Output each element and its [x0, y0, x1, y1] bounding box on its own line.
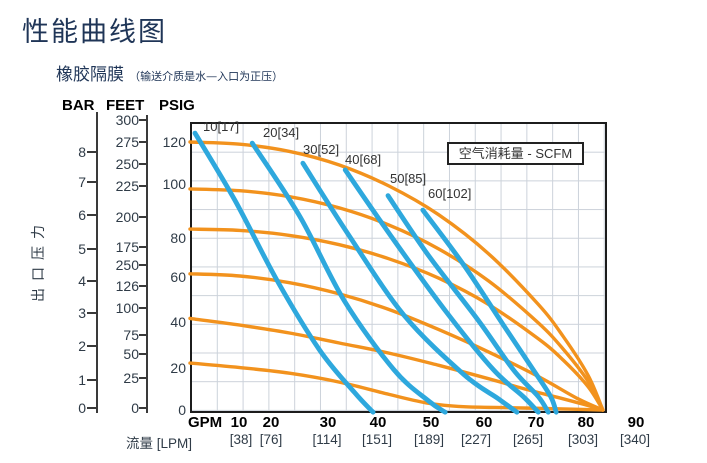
bar-tick-label-3: 3 — [78, 305, 86, 321]
bar-tick-mark — [87, 214, 96, 216]
gpm-tick-label-30: 30 — [319, 414, 337, 431]
y-unit-header-psig: PSIG — [159, 97, 195, 114]
gpm-tick-label-50: 50 — [422, 414, 440, 431]
feet-tick-mark — [139, 285, 147, 287]
curve-label-3052: 30[52] — [303, 142, 340, 157]
feet-tick-mark — [139, 141, 147, 143]
psig-tick-label-100: 100 — [162, 176, 186, 192]
subtitle-main: 橡胶隔膜 — [56, 65, 124, 85]
legend-label: 空气消耗量 - SCFM — [458, 146, 573, 161]
feet-tick-mark — [139, 246, 147, 248]
page-title: 性能曲线图 — [22, 17, 167, 48]
feet-tick-mark — [139, 307, 147, 309]
curve-label-2034: 20[34] — [263, 125, 300, 140]
feet-tick-label-175: 175 — [115, 239, 139, 255]
lpm-tick-label-38: [38] — [229, 432, 253, 447]
gpm-tick-label-80: 80 — [577, 414, 595, 431]
bar-tick-mark — [87, 280, 96, 282]
psig-tick-label-80: 80 — [170, 230, 186, 246]
x-axis-unit-lpm: 流量 [LPM] — [126, 436, 193, 451]
bar-tick-label-8: 8 — [78, 144, 86, 160]
bar-tick-label-2: 2 — [78, 338, 86, 354]
feet-tick-label-250: 250 — [115, 257, 139, 273]
bar-tick-mark — [87, 181, 96, 183]
bar-tick-label-6: 6 — [78, 207, 86, 223]
feet-tick-mark — [139, 353, 147, 355]
feet-tick-mark — [139, 119, 147, 121]
y-unit-header-bar: BAR — [62, 97, 95, 114]
curve-label-60102: 60[102] — [428, 186, 472, 201]
bar-tick-label-5: 5 — [78, 241, 86, 257]
gpm-tick-label-70: 70 — [527, 414, 545, 431]
feet-tick-mark — [139, 185, 147, 187]
psig-tick-label-120: 120 — [162, 134, 186, 150]
gpm-tick-label-60: 60 — [475, 414, 493, 431]
gpm-tick-label-40: 40 — [369, 414, 387, 431]
feet-axis-line — [146, 115, 148, 413]
feet-tick-label-250: 250 — [115, 156, 139, 172]
feet-tick-mark — [139, 264, 147, 266]
bar-tick-mark — [87, 248, 96, 250]
bar-tick-mark — [87, 345, 96, 347]
gpm-tick-label-10: 10 — [230, 414, 248, 431]
lpm-tick-label-227: [227] — [460, 432, 492, 447]
lpm-tick-label-76: [76] — [259, 432, 283, 447]
feet-tick-label-75: 75 — [123, 327, 139, 343]
plot-area — [190, 122, 607, 413]
chart-subtitle: 橡胶隔膜 （输送介质是水—入口为正压） — [56, 60, 283, 85]
lpm-tick-label-151: [151] — [361, 432, 393, 447]
bar-tick-label-1: 1 — [78, 372, 86, 388]
bar-tick-mark — [87, 379, 96, 381]
curve-label-1017: 10[17] — [203, 119, 240, 134]
feet-tick-label-300: 300 — [115, 112, 139, 128]
feet-tick-label-50: 50 — [123, 346, 139, 362]
legend-box: 空气消耗量 - SCFM — [447, 142, 584, 165]
y-unit-header-feet: FEET — [106, 97, 145, 114]
feet-tick-label-225: 225 — [115, 178, 139, 194]
psig-tick-label-60: 60 — [170, 269, 186, 285]
feet-tick-label-25: 25 — [123, 370, 139, 386]
bar-tick-label-7: 7 — [78, 174, 86, 190]
psig-tick-label-40: 40 — [170, 314, 186, 330]
lpm-tick-label-265: [265] — [512, 432, 544, 447]
bar-axis-line — [96, 112, 98, 413]
feet-tick-mark — [139, 163, 147, 165]
feet-tick-label-275: 275 — [115, 134, 139, 150]
feet-tick-label-100: 100 — [115, 300, 139, 316]
lpm-tick-label-340: [340] — [619, 432, 651, 447]
gpm-tick-label-90: 90 — [627, 414, 645, 431]
bar-tick-label-4: 4 — [78, 273, 86, 289]
feet-tick-mark — [139, 334, 147, 336]
bar-tick-mark — [87, 312, 96, 314]
feet-tick-mark — [139, 216, 147, 218]
gpm-tick-label-20: 20 — [262, 414, 280, 431]
psig-tick-label-20: 20 — [170, 360, 186, 376]
x-axis-unit-gpm: GPM — [188, 414, 223, 431]
y-axis-title: 出口压力 — [30, 218, 46, 302]
feet-tick-label-0: 0 — [131, 400, 139, 416]
subtitle-note: （输送介质是水—入口为正压） — [129, 70, 284, 83]
bar-tick-label-0: 0 — [78, 400, 86, 416]
feet-tick-mark — [139, 377, 147, 379]
bar-tick-mark — [87, 151, 96, 153]
lpm-tick-label-189: [189] — [413, 432, 445, 447]
lpm-tick-label-114: [114] — [312, 432, 342, 447]
curve-label-4068: 40[68] — [345, 152, 382, 167]
psig-tick-label-0: 0 — [178, 402, 186, 418]
lpm-tick-label-303: [303] — [567, 432, 599, 447]
feet-tick-mark — [139, 407, 147, 409]
feet-tick-label-126: 126 — [115, 278, 139, 294]
curve-label-5085: 50[85] — [390, 171, 427, 186]
feet-tick-label-200: 200 — [115, 209, 139, 225]
bar-tick-mark — [87, 407, 96, 409]
